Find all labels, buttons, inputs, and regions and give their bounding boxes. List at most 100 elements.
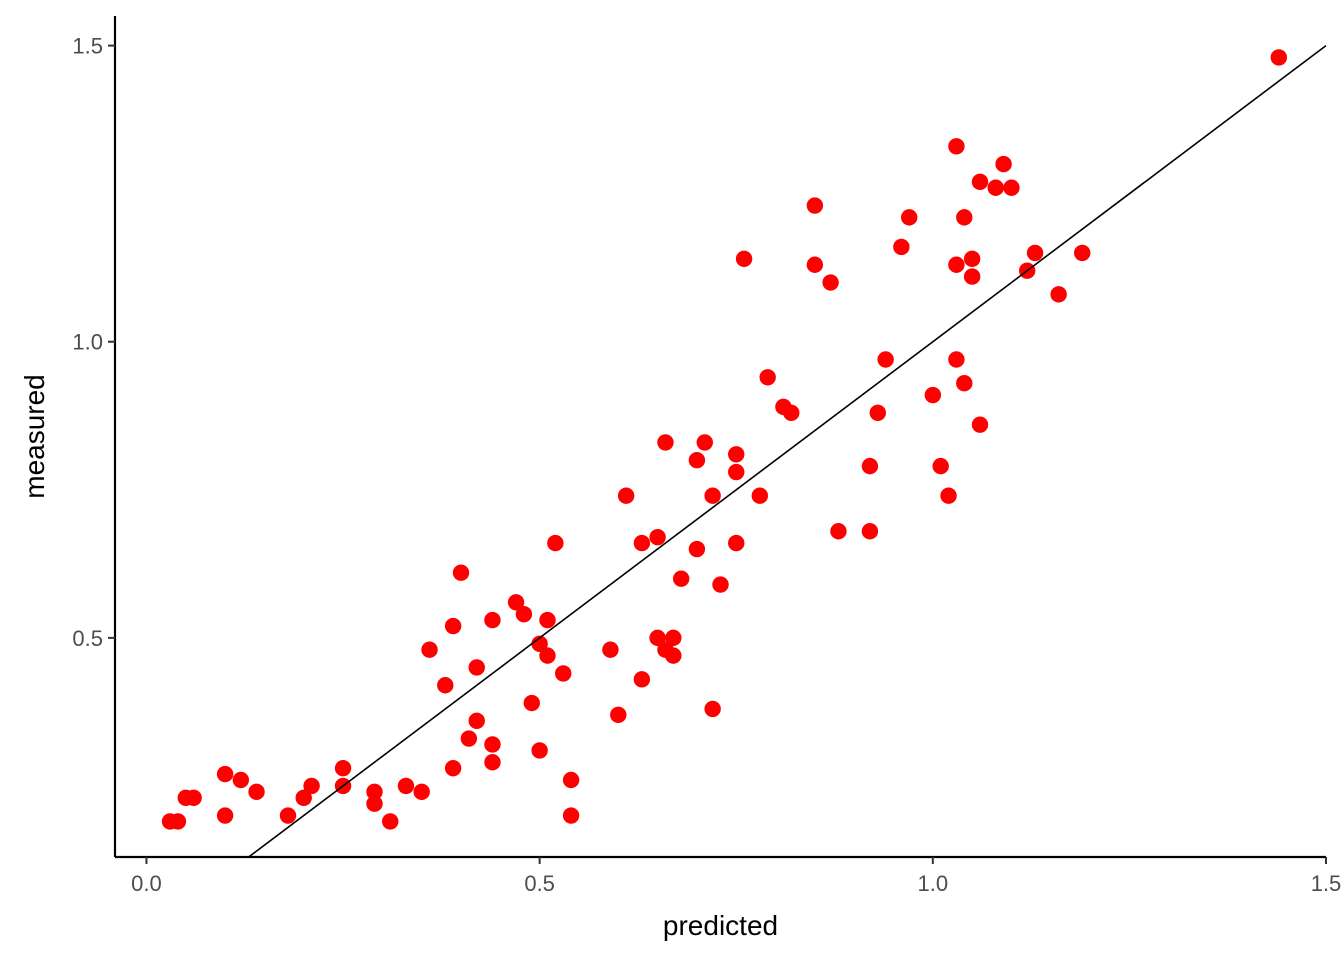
x-axis-title: predicted bbox=[663, 910, 778, 941]
data-point-39 bbox=[562, 807, 580, 824]
data-point-84 bbox=[963, 250, 981, 268]
data-point-54 bbox=[696, 434, 713, 451]
data-point-61 bbox=[735, 250, 753, 268]
data-point-80 bbox=[948, 256, 965, 273]
data-point-71 bbox=[861, 523, 879, 540]
data-point-46 bbox=[649, 629, 666, 647]
data-point-65 bbox=[783, 404, 800, 422]
data-point-67 bbox=[806, 256, 824, 273]
data-point-86 bbox=[971, 173, 989, 191]
data-point-21 bbox=[444, 617, 462, 635]
data-point-33 bbox=[531, 635, 548, 652]
data-point-58 bbox=[728, 446, 745, 463]
data-point-20 bbox=[444, 759, 462, 777]
data-point-83 bbox=[956, 374, 973, 392]
reference-line bbox=[248, 44, 1327, 858]
data-point-15 bbox=[382, 813, 399, 830]
data-point-36 bbox=[547, 534, 564, 552]
x-tick-label: 1.5 bbox=[1311, 871, 1342, 896]
data-point-13 bbox=[366, 795, 383, 812]
data-point-73 bbox=[877, 351, 894, 368]
data-point-76 bbox=[924, 386, 942, 404]
data-point-1 bbox=[169, 813, 187, 830]
data-point-92 bbox=[1026, 244, 1044, 262]
data-point-32 bbox=[531, 742, 548, 759]
x-axis-ticks: 0.0 0.5 1.0 1.5 bbox=[131, 857, 1341, 896]
data-point-68 bbox=[822, 274, 839, 291]
data-point-72 bbox=[869, 404, 886, 422]
data-point-63 bbox=[759, 369, 776, 386]
data-point-56 bbox=[704, 700, 721, 718]
data-point-60 bbox=[728, 534, 745, 552]
data-point-22 bbox=[452, 564, 470, 581]
y-tick-label: 1.0 bbox=[72, 330, 103, 355]
data-point-27 bbox=[484, 736, 501, 753]
y-axis-title: measured bbox=[19, 374, 50, 499]
data-point-5 bbox=[216, 765, 234, 783]
data-point-29 bbox=[507, 594, 525, 611]
data-point-53 bbox=[688, 451, 706, 469]
x-tick-label: 0.5 bbox=[524, 871, 555, 896]
data-point-52 bbox=[688, 540, 706, 558]
data-point-45 bbox=[649, 528, 666, 546]
data-point-94 bbox=[1074, 244, 1091, 262]
data-point-3 bbox=[185, 789, 202, 806]
data-point-30 bbox=[515, 605, 533, 623]
data-point-77 bbox=[932, 457, 949, 475]
data-point-25 bbox=[468, 659, 485, 676]
data-point-95 bbox=[1270, 49, 1288, 66]
data-point-28 bbox=[484, 611, 501, 629]
data-point-49 bbox=[665, 629, 682, 647]
data-point-55 bbox=[704, 487, 721, 504]
data-point-79 bbox=[948, 138, 965, 155]
data-point-48 bbox=[657, 434, 674, 451]
data-point-12 bbox=[334, 759, 352, 777]
data-point-26 bbox=[484, 754, 501, 771]
data-point-74 bbox=[893, 238, 910, 256]
data-point-10 bbox=[303, 777, 320, 795]
data-point-93 bbox=[1050, 286, 1067, 303]
data-point-9 bbox=[295, 789, 312, 806]
points-layer bbox=[161, 49, 1288, 830]
data-point-70 bbox=[861, 457, 879, 475]
data-point-62 bbox=[751, 487, 769, 504]
data-point-59 bbox=[728, 463, 745, 481]
data-point-78 bbox=[940, 487, 957, 504]
data-point-34 bbox=[539, 647, 556, 664]
data-point-57 bbox=[712, 576, 729, 593]
x-tick-label: 1.0 bbox=[918, 871, 949, 896]
data-point-88 bbox=[987, 179, 1004, 196]
data-point-50 bbox=[665, 647, 682, 664]
data-point-66 bbox=[806, 197, 824, 214]
data-point-35 bbox=[539, 611, 556, 629]
data-point-38 bbox=[562, 771, 580, 789]
data-point-16 bbox=[397, 777, 415, 795]
data-point-75 bbox=[901, 209, 918, 226]
data-point-31 bbox=[523, 694, 540, 712]
data-point-42 bbox=[617, 487, 635, 504]
data-point-7 bbox=[248, 783, 265, 801]
data-point-8 bbox=[279, 807, 297, 824]
data-point-14 bbox=[366, 783, 383, 801]
data-point-44 bbox=[633, 534, 651, 552]
data-point-23 bbox=[460, 730, 478, 747]
data-point-17 bbox=[413, 783, 430, 801]
data-point-19 bbox=[437, 677, 454, 694]
data-point-18 bbox=[421, 641, 438, 658]
data-point-43 bbox=[633, 671, 651, 688]
data-point-87 bbox=[971, 416, 989, 433]
data-point-90 bbox=[1003, 179, 1020, 196]
y-tick-label: 0.5 bbox=[72, 626, 103, 651]
data-point-37 bbox=[555, 665, 572, 682]
y-axis-ticks: 0.5 1.0 1.5 bbox=[72, 34, 115, 651]
data-point-82 bbox=[956, 209, 973, 226]
data-point-51 bbox=[672, 570, 690, 587]
data-point-89 bbox=[995, 155, 1012, 173]
data-point-81 bbox=[948, 351, 965, 368]
data-point-85 bbox=[963, 268, 981, 285]
data-point-4 bbox=[216, 807, 234, 824]
data-point-41 bbox=[610, 706, 627, 724]
data-point-40 bbox=[602, 641, 619, 658]
x-tick-label: 0.0 bbox=[131, 871, 162, 896]
